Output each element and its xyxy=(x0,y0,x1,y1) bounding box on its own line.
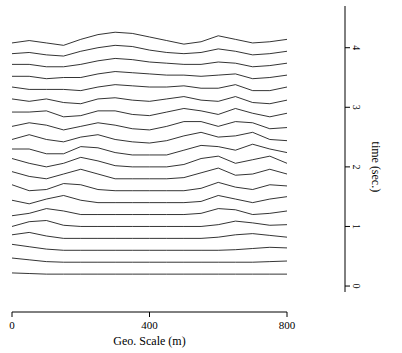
x-tick xyxy=(287,312,288,317)
y-axis xyxy=(345,6,346,292)
y-tick xyxy=(345,47,350,48)
y-tick xyxy=(345,226,350,227)
trace xyxy=(12,122,287,130)
y-tick-label: 2 xyxy=(351,164,362,169)
trace xyxy=(12,85,287,91)
trace xyxy=(12,132,287,143)
x-tick xyxy=(12,312,13,317)
trace xyxy=(12,144,287,155)
trace xyxy=(12,273,287,274)
trace xyxy=(12,258,287,262)
trace xyxy=(12,182,287,190)
y-tick xyxy=(345,107,350,108)
traces xyxy=(12,32,287,274)
y-tick xyxy=(345,166,350,167)
y-tick-label: 0 xyxy=(351,284,362,289)
x-tick-label: 800 xyxy=(279,319,296,331)
x-tick-label: 400 xyxy=(141,319,158,331)
trace xyxy=(12,232,287,238)
trace xyxy=(12,72,287,79)
trace xyxy=(12,32,287,45)
trace xyxy=(12,97,287,104)
y-tick xyxy=(345,286,350,287)
y-axis-title: time (sec.) xyxy=(369,142,383,193)
trace xyxy=(12,244,287,250)
trace xyxy=(12,156,287,167)
trace xyxy=(12,221,287,227)
x-tick xyxy=(149,312,150,317)
y-tick-label: 3 xyxy=(351,105,362,110)
x-tick-label: 0 xyxy=(9,319,15,331)
trace xyxy=(12,195,287,203)
trace xyxy=(12,168,287,179)
trace xyxy=(12,209,287,216)
y-tick-label: 4 xyxy=(351,45,362,50)
trace xyxy=(12,108,287,116)
trace xyxy=(12,58,287,66)
trace xyxy=(12,45,287,56)
chart: 0 400 800 Geo. Scale (m) 0 1 2 3 4 time (sec.) xyxy=(0,0,402,353)
y-tick-label: 1 xyxy=(351,224,362,229)
x-axis-title: Geo. Scale (m) xyxy=(113,334,185,348)
